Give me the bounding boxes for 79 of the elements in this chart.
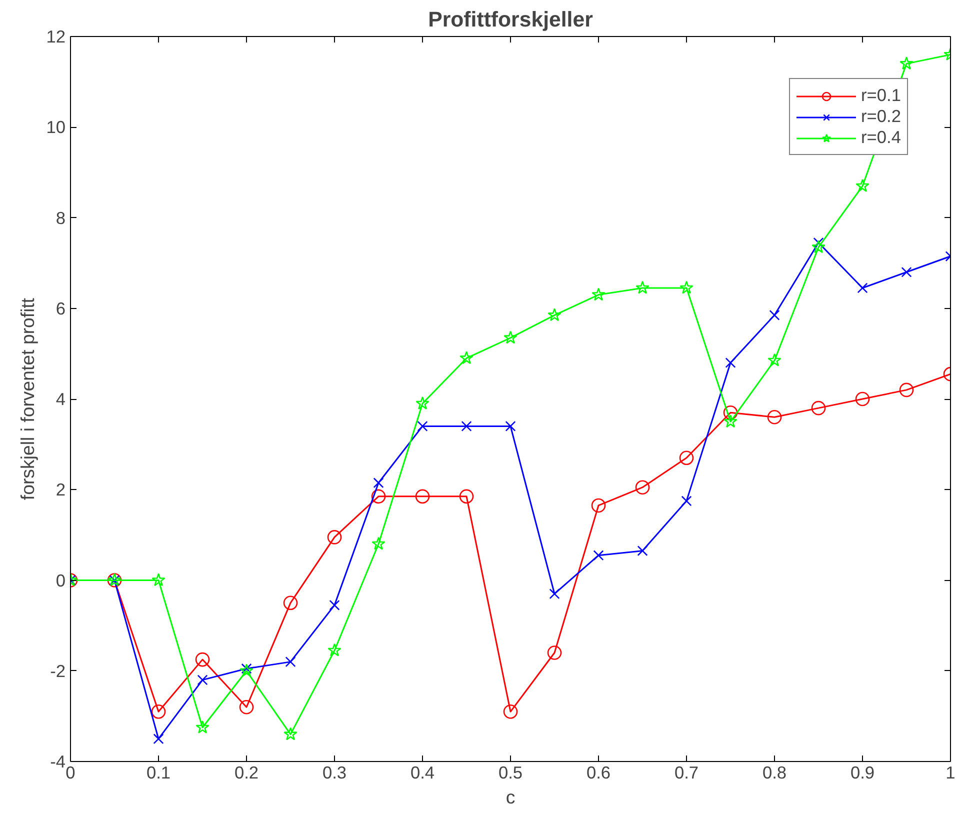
- chart-title: Profittforskjeller: [428, 8, 593, 32]
- point: [767, 410, 782, 424]
- y-tick-label: -2: [50, 660, 66, 681]
- point: [813, 237, 824, 248]
- point: [328, 643, 342, 656]
- point: [197, 674, 208, 686]
- y-axis-title: forskjell i forventet profitt: [17, 297, 38, 500]
- x-tick-label: 0.8: [762, 762, 787, 782]
- x-tick-label: 0.9: [850, 762, 875, 782]
- point: [503, 704, 518, 719]
- point: [856, 178, 870, 192]
- point: [901, 266, 912, 278]
- point: [724, 414, 738, 428]
- x-tick-label: 0.5: [498, 762, 523, 782]
- point: [681, 496, 692, 506]
- y-tick-label: 6: [56, 298, 66, 318]
- point: [548, 308, 562, 322]
- x-tick-label: 0.6: [586, 762, 611, 782]
- point: [591, 498, 606, 513]
- legend-label: r=0.2: [861, 106, 901, 127]
- point: [680, 280, 694, 294]
- y-tick-label: 12: [46, 26, 66, 46]
- x-tick-label: 0.1: [146, 762, 171, 782]
- point: [283, 596, 298, 610]
- point: [637, 546, 648, 556]
- y-tick-label: 0: [56, 570, 66, 590]
- point: [549, 588, 560, 600]
- point: [812, 240, 826, 254]
- point: [285, 656, 296, 668]
- y-tick-label: 4: [56, 389, 66, 409]
- x-tick-label: 0.4: [410, 762, 435, 782]
- point: [593, 550, 604, 561]
- y-tick-label: 10: [46, 117, 66, 138]
- point: [547, 646, 562, 660]
- point: [504, 330, 518, 344]
- point: [327, 530, 342, 544]
- point: [151, 704, 166, 719]
- point: [725, 358, 736, 368]
- point: [152, 573, 166, 586]
- point: [900, 56, 914, 70]
- point: [196, 720, 210, 734]
- point: [636, 280, 650, 294]
- y-tick-label: 8: [56, 208, 66, 228]
- point: [855, 392, 870, 406]
- x-tick-label: 0.7: [674, 762, 699, 782]
- point: [592, 288, 606, 301]
- point: [239, 700, 254, 714]
- point: [461, 420, 472, 432]
- point: [371, 489, 386, 504]
- point: [284, 727, 298, 740]
- point: [241, 663, 252, 674]
- point: [811, 400, 826, 416]
- point: [723, 405, 738, 420]
- point: [153, 734, 164, 744]
- point: [505, 420, 516, 432]
- point: [415, 489, 430, 504]
- y-tick-label: 2: [56, 480, 66, 500]
- x-tick-label: 0.3: [322, 762, 347, 782]
- point: [768, 353, 782, 366]
- point: [679, 450, 694, 466]
- point: [372, 536, 386, 550]
- point: [769, 310, 780, 320]
- point: [195, 652, 210, 667]
- point: [329, 600, 340, 610]
- point: [417, 420, 428, 432]
- legend-label: r=0.4: [861, 127, 901, 148]
- point: [373, 478, 384, 488]
- point: [240, 664, 254, 677]
- x-tick-label: 1: [946, 762, 956, 782]
- point: [416, 396, 430, 410]
- point: [635, 480, 650, 494]
- x-tick-label: 0.2: [234, 762, 259, 782]
- y-tick-label: -4: [50, 752, 66, 772]
- point: [460, 351, 474, 364]
- point: [459, 489, 474, 504]
- x-axis-title: c: [506, 786, 516, 808]
- legend-label: r=0.1: [861, 85, 901, 106]
- point: [899, 382, 914, 398]
- point: [857, 282, 868, 294]
